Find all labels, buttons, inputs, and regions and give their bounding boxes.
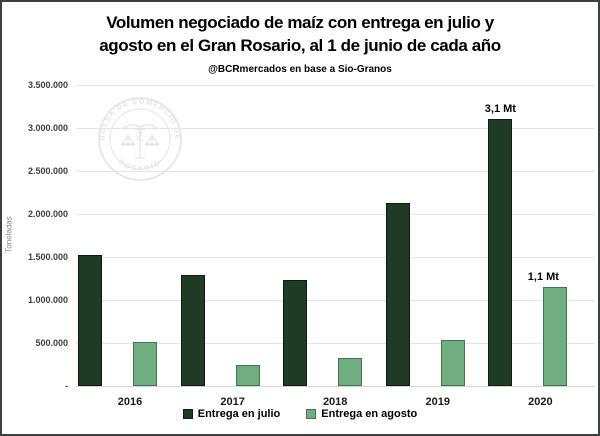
bar-entrega-en-julio-2018 [283,280,308,386]
legend-swatch-icon [306,409,317,419]
caduceus-scales-icon [120,124,160,159]
y-tick-label: 1.500.000 [27,252,68,262]
legend-label: Entrega en agosto [321,408,418,420]
chart-title: Volumen negociado de maíz con entrega en… [2,12,598,58]
bar-entrega-en-julio-2020 [488,119,513,386]
bolsa-de-comercio-watermark-seal: BOLSA DE COMERCIO DE ROSARIO [97,96,182,181]
y-tick-label: 1.000.000 [27,295,68,305]
legend-swatch-icon [182,409,193,419]
y-tick-label: 2.000.000 [27,209,68,219]
y-tick-label: 3.500.000 [27,80,68,90]
bar-entrega-en-agosto-2020 [543,287,568,386]
gridline [76,257,595,258]
chart-title-line2: agosto en el Gran Rosario, al 1 de junio… [99,35,501,55]
x-tick-label-2016: 2016 [117,396,143,408]
x-tick-label-2017: 2017 [220,396,245,408]
legend-item-entrega-en-agosto: Entrega en agosto [306,408,417,420]
data-label-entrega-en-julio: 3,1 Mt [484,103,516,116]
y-tick-label: 3.000.000 [27,123,68,133]
y-tick-label: 500.000 [35,338,68,348]
bar-entrega-en-agosto-2017 [235,365,260,386]
legend-label: Entrega en julio [197,408,281,420]
bar-entrega-en-julio-2017 [180,275,205,386]
chart-title-line1: Volumen negociado de maíz con entrega en… [106,13,494,32]
bar-entrega-en-agosto-2018 [338,357,363,386]
bar-entrega-en-agosto-2019 [440,339,465,386]
gridline [76,171,595,172]
chart-subtitle: @BCRmercados en base a Sio-Granos [208,64,392,75]
gridline [76,214,595,215]
y-tick-label: 2.500.000 [27,166,68,176]
x-axis-line [76,386,595,387]
y-tick-label: - [65,381,68,391]
gridline [76,85,595,86]
bar-entrega-en-julio-2016 [78,255,102,386]
legend-item-entrega-en-julio: Entrega en julio [182,408,281,420]
data-label-entrega-en-agosto: 1,1 Mt [527,271,559,284]
x-tick-label-2020: 2020 [528,396,553,408]
x-tick-label-2019: 2019 [425,396,451,408]
gridline [76,343,595,344]
x-tick-label-2018: 2018 [322,396,348,408]
bar-entrega-en-julio-2019 [385,202,410,386]
bar-entrega-en-agosto-2016 [133,342,157,386]
legend: Entrega en julio Entrega en agosto [2,408,598,420]
gridline [76,300,595,301]
gridline [76,128,595,129]
